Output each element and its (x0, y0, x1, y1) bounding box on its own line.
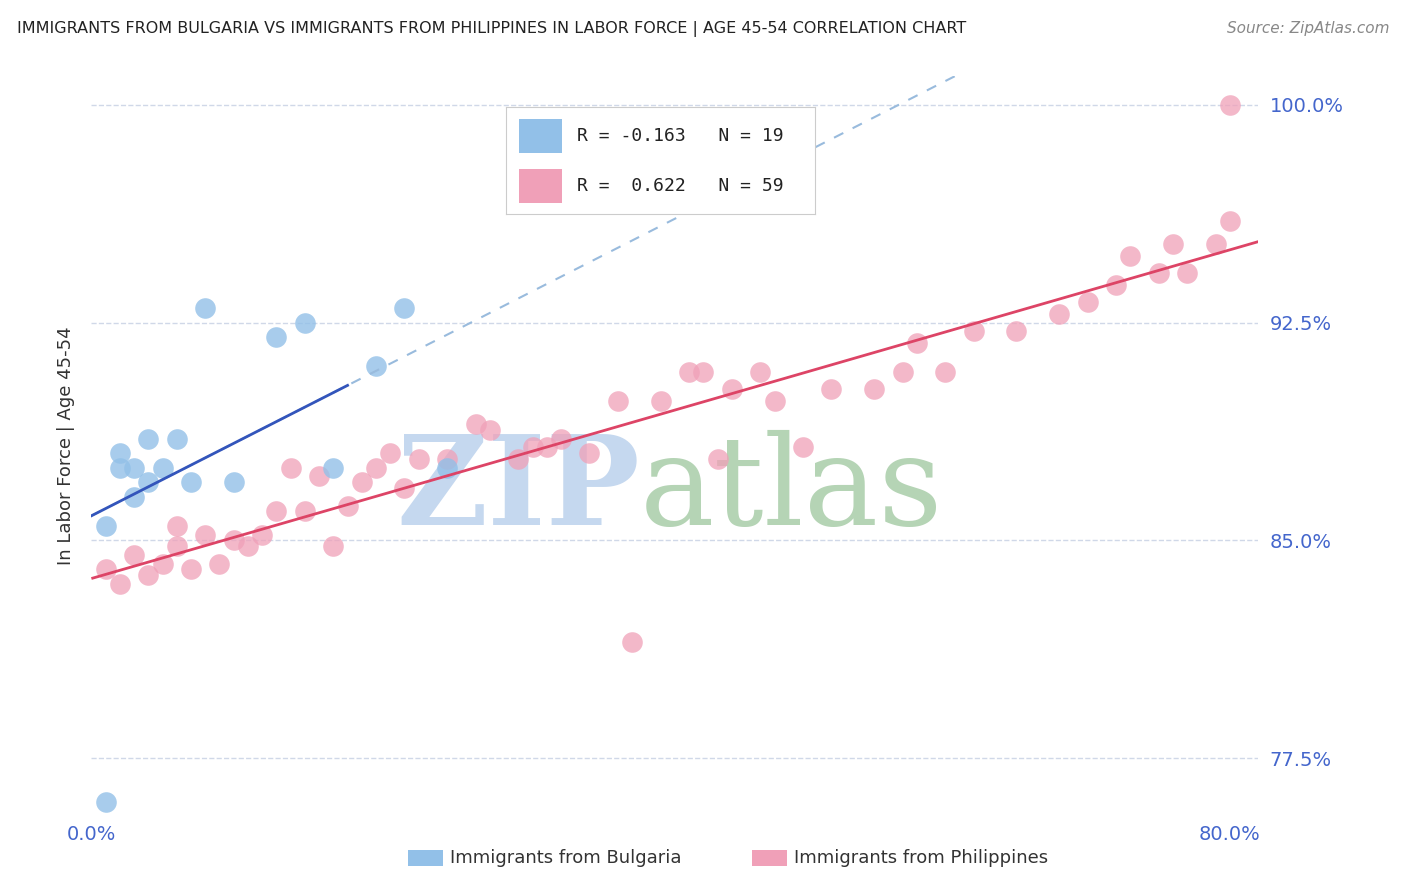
Text: R =  0.622   N = 59: R = 0.622 N = 59 (578, 178, 785, 195)
Point (166, 519, 188, 533)
Y-axis label: In Labor Force | Age 45-54: In Labor Force | Age 45-54 (56, 326, 75, 566)
Point (294, 504, 316, 518)
Point (891, 365, 914, 379)
Point (222, 475, 245, 490)
Point (122, 548, 145, 562)
Point (166, 432, 188, 446)
Text: Immigrants from Philippines: Immigrants from Philippines (794, 849, 1049, 867)
Point (180, 562, 202, 576)
Point (94, 562, 117, 576)
Point (621, 635, 644, 649)
Point (1105, 277, 1128, 292)
Point (678, 365, 700, 379)
Point (136, 568, 159, 582)
Point (222, 533, 245, 548)
Point (194, 301, 217, 315)
Point (122, 460, 145, 475)
Point (607, 394, 630, 409)
Point (394, 301, 416, 315)
Point (1205, 237, 1227, 252)
Point (1219, 98, 1241, 112)
Text: Source: ZipAtlas.com: Source: ZipAtlas.com (1226, 21, 1389, 37)
Point (336, 499, 359, 513)
Point (1077, 295, 1099, 310)
Point (522, 441, 544, 455)
Text: R = -0.163   N = 19: R = -0.163 N = 19 (578, 127, 785, 145)
Point (208, 557, 231, 571)
Point (1175, 266, 1198, 280)
Point (322, 460, 344, 475)
Point (108, 460, 131, 475)
Point (236, 539, 259, 553)
Point (266, 504, 288, 518)
Point (152, 557, 174, 571)
Point (763, 394, 786, 409)
Text: IMMIGRANTS FROM BULGARIA VS IMMIGRANTS FROM PHILIPPINES IN LABOR FORCE | AGE 45-: IMMIGRANTS FROM BULGARIA VS IMMIGRANTS F… (17, 21, 966, 37)
Point (364, 359, 387, 373)
Point (250, 527, 273, 541)
Point (166, 539, 188, 553)
Point (1147, 266, 1170, 280)
Point (905, 335, 928, 350)
Point (94, 795, 117, 809)
Point (94, 519, 117, 533)
Point (792, 441, 814, 455)
Point (464, 417, 486, 432)
Text: Immigrants from Bulgaria: Immigrants from Bulgaria (450, 849, 682, 867)
Point (350, 475, 373, 490)
Point (1047, 307, 1070, 321)
Text: atlas: atlas (640, 430, 943, 551)
Point (1161, 237, 1184, 252)
Point (394, 481, 416, 495)
Point (1219, 214, 1241, 228)
Point (650, 394, 672, 409)
Point (436, 460, 458, 475)
Point (706, 452, 728, 467)
Point (152, 460, 174, 475)
Point (308, 469, 330, 483)
Bar (519, 169, 562, 203)
Point (863, 383, 886, 397)
Point (136, 432, 159, 446)
Point (720, 383, 742, 397)
Point (934, 365, 956, 379)
Point (578, 446, 600, 460)
Point (266, 330, 288, 344)
Point (436, 452, 458, 467)
Point (108, 577, 131, 591)
Point (820, 383, 842, 397)
Point (692, 365, 714, 379)
Point (749, 365, 772, 379)
Point (280, 460, 302, 475)
Point (508, 452, 530, 467)
Point (536, 441, 558, 455)
Point (380, 446, 402, 460)
Point (136, 475, 159, 490)
Point (294, 316, 316, 330)
Point (322, 539, 344, 553)
Point (122, 490, 145, 504)
Point (1119, 249, 1142, 263)
Point (963, 324, 986, 338)
Point (478, 423, 501, 437)
Point (550, 432, 572, 446)
Point (408, 452, 430, 467)
Point (108, 446, 131, 460)
Point (194, 527, 217, 541)
Bar (519, 119, 562, 153)
Text: ZIP: ZIP (396, 430, 640, 551)
Point (1005, 324, 1028, 338)
Point (180, 475, 202, 490)
Point (364, 460, 387, 475)
